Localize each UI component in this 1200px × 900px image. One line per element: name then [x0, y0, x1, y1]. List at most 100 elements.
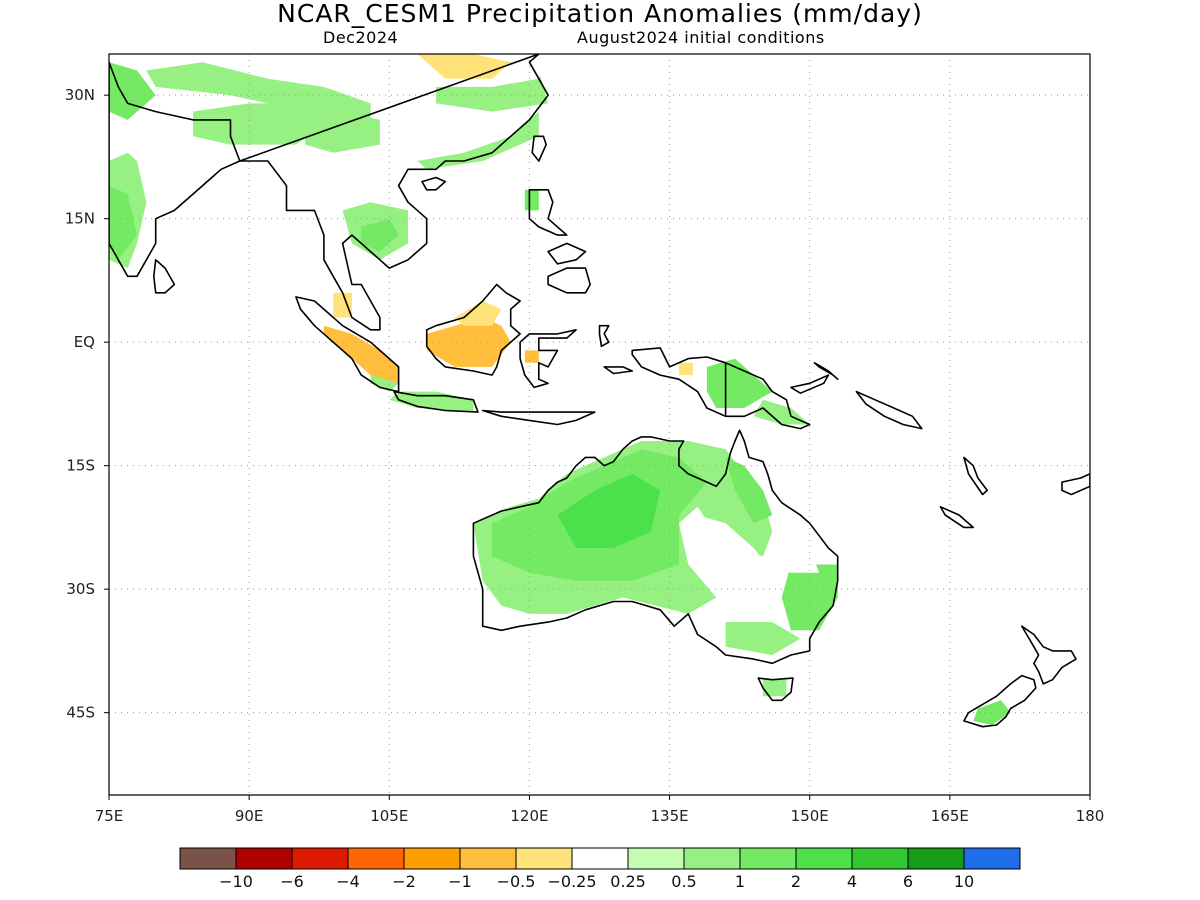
colorbar-swatch	[907, 847, 965, 870]
colorbar-label: 4	[847, 872, 857, 891]
lat-tick-label: 45S	[66, 704, 95, 722]
colorbar-label: −1	[448, 872, 472, 891]
lon-tick-label: 120E	[510, 807, 548, 825]
colorbar-swatch	[627, 847, 685, 870]
anomaly-region-borneo	[426, 317, 511, 367]
coastline-australia	[472, 429, 839, 665]
colorbar-swatch	[851, 847, 909, 870]
anomaly-region-sumatra	[323, 325, 399, 384]
anomaly-region-himalaya-ne-india	[193, 103, 334, 145]
coastline-new-guinea	[631, 347, 811, 430]
anomaly-region-australia-green-core	[557, 473, 661, 548]
lon-tick-label: 75E	[95, 807, 124, 825]
lat-tick-label: 15N	[65, 210, 95, 228]
lon-tick-label: 135E	[651, 807, 689, 825]
coastline-vanuatu	[963, 456, 989, 496]
map-title: NCAR_CESM1 Precipitation Anomalies (mm/d…	[277, 0, 923, 28]
coastline-sumatra	[295, 296, 400, 393]
coastline-seram	[603, 366, 634, 375]
anomaly-region-sumatra-north	[333, 292, 352, 318]
anomaly-region-pakistan	[109, 62, 156, 120]
colorbar-label: 10	[954, 872, 974, 891]
lat-tick-label: 30N	[65, 86, 95, 104]
colorbar-label: −10	[219, 872, 253, 891]
colorbar-label: 6	[903, 872, 913, 891]
colorbar: −10 −6 −4 −2 −1 −0.5 −0.25 0.25 0.5 1 2 4 6 10	[179, 847, 1021, 891]
coastline-taiwan	[531, 135, 548, 162]
coastline-indian-subcontinent	[109, 61, 241, 278]
colorbar-swatch	[739, 847, 797, 870]
colorbar-swatch	[515, 847, 573, 870]
colorbar-label: −0.5	[497, 872, 536, 891]
anomaly-region-luzon	[524, 189, 539, 211]
colorbar-label: −4	[336, 872, 360, 891]
plot-frame	[108, 53, 1091, 796]
colorbar-swatch	[571, 847, 629, 870]
anomaly-region-new-guinea	[706, 358, 773, 408]
coastline-hainan	[421, 176, 447, 191]
colorbar-swatch	[291, 847, 349, 870]
colorbar-swatch	[459, 847, 517, 870]
coastline-new-britain	[790, 374, 830, 395]
lon-tick-label: 105E	[370, 807, 408, 825]
coastline-mindanao	[547, 267, 592, 294]
colorbar-label: −2	[392, 872, 416, 891]
anomaly-region-queensland-north	[725, 457, 773, 524]
colorbar-label: 1	[735, 872, 745, 891]
axis-ticks: 75E 90E 105E 120E 135E 150E 165E 180 30N 15N EQ 15S…	[65, 86, 1105, 825]
forecast-month: Dec2024	[323, 28, 399, 47]
anomaly-region-sumatra-south-tip	[370, 375, 399, 392]
colorbar-swatch	[235, 847, 293, 870]
coastline-sulawesi	[519, 328, 577, 389]
anomaly-region-central-australia-dry	[697, 515, 782, 606]
lon-tick-label: 150E	[791, 807, 829, 825]
lon-tick-label: 165E	[931, 807, 969, 825]
colorbar-label: −0.25	[547, 872, 596, 891]
anomaly-region-tibet-band	[146, 62, 371, 120]
anomaly-region-borneo-north	[454, 301, 502, 326]
grid-lines	[109, 54, 1090, 795]
anomaly-region-indochina-core	[361, 218, 399, 252]
lat-tick-label: 30S	[66, 580, 95, 598]
coastline-fiji	[1061, 473, 1090, 496]
anomaly-region-south-china	[417, 111, 539, 170]
coastline-sri-lanka	[153, 258, 176, 294]
colorbar-swatch	[963, 847, 1021, 870]
coastline-borneo	[425, 283, 521, 376]
coastline-luzon	[528, 189, 568, 236]
anomaly-region-sw-china	[305, 111, 380, 153]
anomaly-fill-layer	[109, 54, 1011, 725]
coastline-tasmania	[757, 677, 794, 702]
coastline-new-ireland	[813, 361, 839, 381]
coastline-new-caledonia	[939, 505, 975, 529]
lat-tick-label: 15S	[66, 457, 95, 475]
coastline-east-asia-mainland	[239, 54, 549, 331]
coastline-nz-south-island	[963, 674, 1037, 728]
anomaly-region-victoria	[725, 622, 801, 655]
anomaly-region-nsw-coast	[781, 564, 838, 631]
coastline-nz-north-island	[1020, 625, 1077, 685]
anomaly-region-new-guinea-west	[678, 362, 693, 376]
coastline-solomons	[855, 390, 923, 430]
colorbar-label: 0.5	[671, 872, 696, 891]
colorbar-label: 2	[791, 872, 801, 891]
colorbar-swatch	[795, 847, 853, 870]
lon-tick-label: 180	[1076, 807, 1105, 825]
colorbar-swatch	[403, 847, 461, 870]
anomaly-region-tasmania	[763, 679, 787, 697]
initial-conditions: August2024 initial conditions	[577, 28, 825, 47]
colorbar-label: −6	[280, 872, 304, 891]
colorbar-label: 0.25	[610, 872, 646, 891]
lon-tick-label: 90E	[235, 807, 264, 825]
coastline-java	[393, 390, 479, 413]
colorbar-swatch	[347, 847, 405, 870]
coastline-halmahera	[598, 324, 610, 348]
anomaly-region-queensland-dry	[772, 548, 820, 573]
lat-tick-label: EQ	[74, 333, 95, 351]
anomaly-region-india-west-core	[109, 185, 137, 260]
coastline-layer	[109, 54, 1090, 728]
coastline-visayas	[547, 242, 587, 265]
colorbar-swatch	[683, 847, 741, 870]
coastline-lesser-sunda	[481, 409, 596, 426]
